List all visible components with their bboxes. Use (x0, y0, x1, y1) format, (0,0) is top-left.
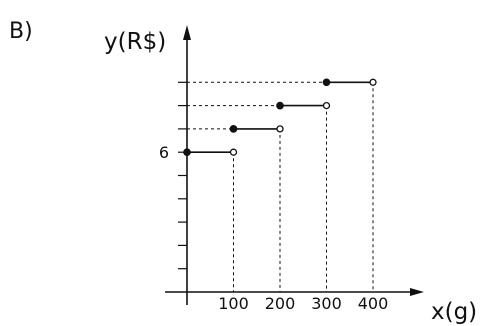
closed-point (229, 125, 238, 133)
guide-lines (187, 81, 374, 292)
closed-point (183, 148, 191, 157)
x-tick-label: 400 (358, 294, 389, 313)
open-point (276, 125, 284, 133)
x-axis-arrow (410, 288, 424, 296)
step-segments (183, 78, 377, 157)
open-point (229, 148, 238, 156)
y-axis-arrow (183, 25, 191, 40)
axes (165, 25, 424, 305)
closed-point (322, 78, 331, 87)
open-point (322, 101, 331, 110)
x-tick-label: 100 (218, 294, 249, 313)
y-tick-label: 6 (159, 143, 169, 162)
x-axis-title: x(g) (431, 299, 477, 325)
y-axis-title: y(R$) (104, 29, 166, 55)
x-tick-label: 200 (265, 294, 296, 313)
x-tick-label: 300 (311, 294, 342, 313)
option-label: B) (9, 19, 33, 44)
closed-point (276, 101, 284, 110)
tick-labels: 100 200 300 400 6 (159, 143, 388, 313)
open-point (369, 78, 377, 86)
